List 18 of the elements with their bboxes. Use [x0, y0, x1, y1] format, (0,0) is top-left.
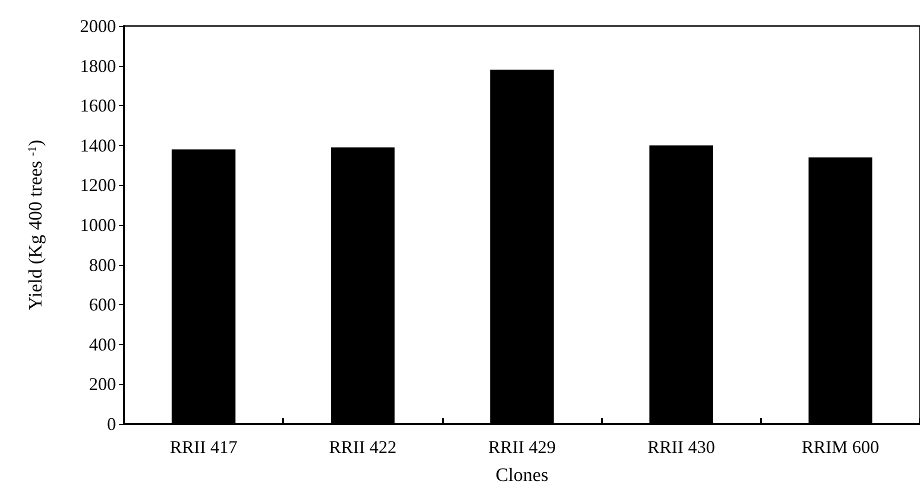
y-tick-label: 1200: [80, 175, 116, 196]
y-tick-label: 1600: [80, 96, 116, 116]
x-tick-label: RRII 422: [329, 437, 397, 457]
y-tick-label: 800: [89, 254, 116, 275]
y-tick-label: 2000: [80, 16, 116, 36]
y-tick-label: 600: [89, 294, 116, 315]
y-tick-label: 400: [89, 334, 116, 354]
y-tick-label: 1400: [80, 135, 116, 156]
x-tick-label: RRIM 600: [802, 437, 880, 457]
y-tick-label: 1000: [80, 215, 116, 235]
y-axis-title: Yield (Kg 400 trees -1): [25, 140, 46, 310]
y-tick-label: 200: [89, 374, 116, 394]
y-tick-label: 1800: [80, 56, 116, 76]
x-axis-title: Clones: [496, 465, 548, 486]
x-tick-label: RRII 417: [170, 437, 238, 457]
x-tick-label: RRII 430: [647, 437, 715, 457]
y-tick-label: 0: [107, 414, 116, 434]
x-tick-label: RRII 429: [488, 437, 556, 457]
